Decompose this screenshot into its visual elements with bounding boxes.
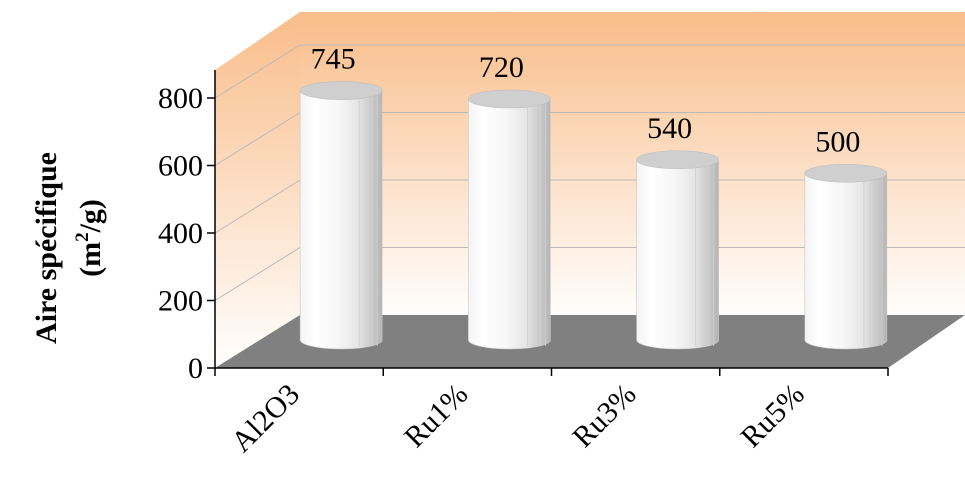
chart-floor (215, 315, 965, 368)
x-ticks (214, 368, 889, 376)
bar-Ru3% (636, 150, 719, 350)
gridline-side (214, 247, 301, 301)
bar-top (804, 163, 888, 183)
y-tick-label: 0 (188, 352, 203, 385)
data-label: 500 (815, 125, 860, 158)
y-tick-label: 400 (158, 217, 203, 250)
category-label: Ru1% (398, 378, 474, 454)
gridline-side (214, 179, 301, 234)
side-wall (215, 12, 300, 368)
bar-top (299, 81, 383, 100)
category-label: Ru3% (566, 378, 642, 454)
y-axis-title-line2: (m2/g) (72, 199, 107, 277)
back-wall (300, 12, 965, 320)
bar-Ru1% (468, 89, 551, 350)
gridline-side (214, 44, 301, 99)
category-label: Al2O3 (225, 378, 306, 459)
bar-top (636, 150, 719, 170)
bar-body (804, 172, 888, 350)
y-tick-label: 600 (158, 150, 203, 183)
bar-body (636, 159, 719, 350)
bars (299, 81, 888, 350)
y-axis-title-line1: Aire spécifique (30, 152, 63, 344)
y-ticks: 0 200 400 600 800 (158, 82, 215, 385)
bar-top (468, 89, 551, 109)
bar-body (468, 98, 551, 350)
bar-Al2O3 (299, 81, 383, 350)
data-label: 720 (479, 51, 524, 84)
category-labels: Al2O3 Ru1% Ru3% Ru5% (225, 378, 811, 459)
bar-Ru5% (804, 163, 888, 350)
y-tick-label: 200 (158, 285, 203, 318)
category-label: Ru5% (734, 378, 810, 454)
data-label: 745 (311, 43, 356, 76)
data-label: 540 (647, 112, 692, 145)
gridline-side (214, 112, 301, 166)
y-axis-title-unit: (m (74, 242, 107, 277)
y-tick-label: 800 (158, 82, 203, 115)
y-axis-title-tail: /g) (74, 199, 107, 233)
bar-body (299, 90, 383, 350)
data-labels: 745 720 540 500 (311, 43, 861, 159)
y-axis-title-sup: 2 (72, 232, 93, 242)
